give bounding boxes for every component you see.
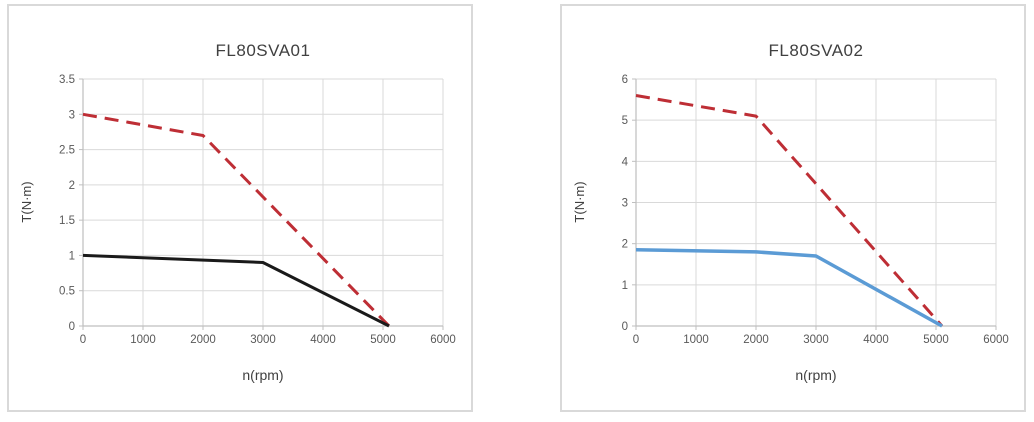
- x-tick-label: 1000: [683, 334, 709, 346]
- y-tick-label: 0: [69, 321, 75, 333]
- series-red-dashed-curve: [635, 94, 944, 327]
- x-axis-label: n(rpm): [242, 367, 283, 383]
- x-axis-label: n(rpm): [795, 367, 836, 383]
- x-tick-label: 5000: [370, 334, 396, 346]
- y-tick-label: 1: [69, 250, 75, 262]
- y-tick-label: 0.5: [59, 286, 75, 298]
- chart-card-fl80sva02: FL80SVA02 T(N·m) n(rpm) 0 1000 2000 3000 400…: [560, 4, 1026, 412]
- y-tick-label: 3.5: [59, 74, 75, 86]
- y-tick-label: 4: [622, 156, 629, 168]
- y-tick-label: 0: [622, 321, 628, 333]
- torque-speed-chart-fl80sva02: FL80SVA02 T(N·m) n(rpm) 0 1000 2000 3000 400…: [572, 41, 1009, 383]
- x-tick-label: 4000: [310, 334, 336, 346]
- x-tick-label: 3000: [803, 334, 829, 346]
- plot-area: 0 1000 2000 3000 4000 5000 6000 0 0.5 1 1.5 2 2.5 3 3.…: [59, 74, 456, 346]
- chart-card-fl80sva01: FL80SVA01 T(N·m) n(rpm) 0 1000 2000 3000 400…: [7, 4, 473, 412]
- plot-area: 0 1000 2000 3000 4000 5000 6000 0 1 2 3 4 5 6: [622, 74, 1009, 346]
- y-tick-label: 2.5: [59, 145, 75, 157]
- y-tick-label: 1: [622, 280, 628, 292]
- y-axis-label: T(N·m): [572, 181, 587, 222]
- y-axis-label: T(N·m): [19, 181, 34, 222]
- torque-speed-chart-fl80sva01: FL80SVA01 T(N·m) n(rpm) 0 1000 2000 3000 400…: [19, 41, 456, 383]
- y-tick-label: 6: [622, 74, 628, 86]
- y-tick-label: 3: [622, 198, 628, 210]
- x-tick-label: 2000: [743, 334, 769, 346]
- series-blue-solid-curve: [635, 248, 943, 328]
- x-tick-label: 6000: [430, 334, 456, 346]
- chart-title: FL80SVA01: [216, 41, 311, 60]
- chart-title: FL80SVA02: [769, 41, 864, 60]
- series-black-solid-curve: [82, 253, 390, 328]
- series-red-dashed-curve: [82, 112, 391, 328]
- x-tick-label: 6000: [983, 334, 1009, 346]
- y-tick-label: 2: [69, 180, 75, 192]
- x-tick-label: 1000: [130, 334, 156, 346]
- x-tick-label: 0: [80, 334, 86, 346]
- y-tick-label: 2: [622, 239, 628, 251]
- x-tick-label: 2000: [190, 334, 216, 346]
- x-tick-label: 5000: [923, 334, 949, 346]
- y-tick-label: 1.5: [59, 215, 75, 227]
- x-tick-label: 0: [633, 334, 639, 346]
- x-tick-label: 3000: [250, 334, 276, 346]
- y-tick-label: 3: [69, 109, 75, 121]
- y-tick-label: 5: [622, 115, 628, 127]
- x-tick-label: 4000: [863, 334, 889, 346]
